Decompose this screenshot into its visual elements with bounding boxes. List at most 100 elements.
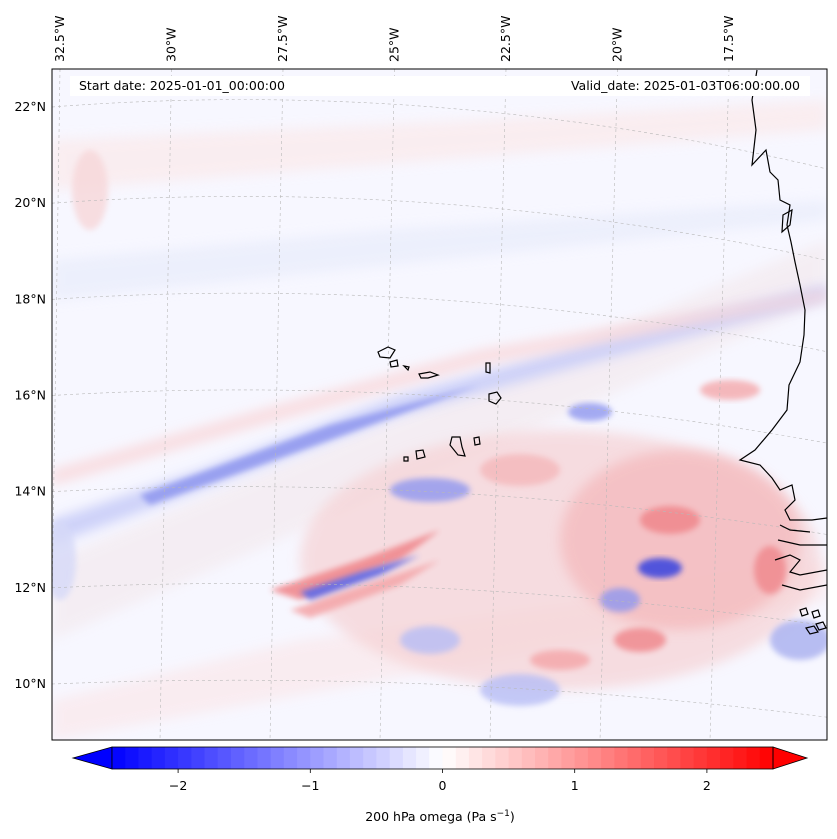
longitude-label: 32.5°W [52,16,67,62]
colorbar-step [693,747,708,769]
colorbar-step [442,747,457,769]
colorbar-step [349,747,364,769]
colorbar-step [244,747,258,769]
latitude-label: 14°N [14,484,46,499]
parallel-line [52,389,827,444]
colorbar-step [720,747,734,769]
colorbar-label: 200 hPa omega (Pa s−1) [365,809,515,824]
colorbar-step [614,747,629,769]
parallel-line [52,679,827,718]
bijagos-4 [815,621,827,631]
africa-coastline [738,69,827,591]
longitude-label: 20°W [610,27,625,62]
colorbar-step [601,747,615,769]
meridian-line [599,69,618,740]
colorbar-step [706,747,721,769]
colorbar: −2 −1 0 1 2 200 hPa omega (Pa s−1) [71,746,809,824]
colorbar-step [548,747,562,769]
coastlines [377,69,827,635]
island-sao-nicolau [418,371,440,379]
colorbar-step [587,747,602,769]
colorbar-step [455,747,470,769]
island-fogo [415,449,426,460]
colorbar-step [151,747,166,769]
colorbar-step [164,747,179,769]
island-sao-vicente [389,359,399,368]
colorbar-step [191,747,206,769]
latitude-label: 18°N [14,291,46,306]
longitude-label: 27.5°W [275,16,290,62]
meridian-line [709,69,730,740]
colorbar-step [416,747,430,769]
longitude-label: 17.5°W [721,16,736,62]
colorbar-extend-low [71,746,113,770]
colorbar-tick-label: −2 [169,778,187,793]
colorbar-step [561,747,576,769]
island-santiago [449,436,466,457]
latitude-label: 10°N [14,676,46,691]
meridian-line [489,69,507,740]
latitude-labels: 22°N 20°N 18°N 16°N 14°N 12°N 10°N [14,99,46,691]
colorbar-step [310,747,325,769]
map-frame [51,68,828,741]
longitude-labels: 32.5°W 30°W 27.5°W 25°W 22.5°W 20°W 17.5°W [52,16,736,62]
colorbar-label-text: 200 hPa omega (Pa s [365,809,496,824]
colorbar-step [640,747,655,769]
bijagos-3 [805,625,819,635]
longitude-label: 25°W [387,27,402,62]
island-maio [473,436,481,446]
map-panel: Start date: 2025-01-01_00:00:00 Valid_da… [14,16,828,741]
colorbar-step [495,747,510,769]
colorbar-ticks: −2 −1 0 1 2 [169,769,711,793]
colorbar-step [733,747,748,769]
colorbar-step [363,747,377,769]
colorbar-step [270,747,285,769]
colorbar-step [257,747,272,769]
latitude-label: 12°N [14,580,46,595]
colorbar-step [178,747,192,769]
colorbar-tick-label: 1 [571,778,579,793]
colorbar-step [654,747,668,769]
island-santa-luzia [402,365,410,372]
colorbar-step [429,747,443,769]
colorbar-step [535,747,549,769]
meridian-line [379,69,395,740]
colorbar-step [746,747,761,769]
colorbar-tick-label: −1 [301,778,319,793]
header-strip [70,76,810,96]
bijagos-1 [799,607,809,617]
colorbar-label-exponent: −1 [497,809,510,819]
bijagos-2 [811,609,821,619]
colorbar-step [680,747,695,769]
latitude-label: 22°N [14,99,46,114]
colorbar-step [323,747,338,769]
island-brava [403,456,409,462]
island-sal [485,362,491,374]
colorbar-tick-label: 2 [703,778,711,793]
colorbar-step [389,747,404,769]
colorbar-step [125,747,139,769]
latitude-label: 16°N [14,388,46,403]
parallel-line [52,196,827,261]
colorbar-steps [112,747,774,769]
island-boa-vista [488,391,502,405]
valid-date-label: Valid_date: 2025-01-03T06:00:00.00 [571,78,800,93]
parallel-line [52,583,827,627]
colorbar-tick-label: 0 [439,778,447,793]
colorbar-step [297,747,311,769]
island-santo-antao [377,346,396,359]
colorbar-step [402,747,417,769]
start-date-label: Start date: 2025-01-01_00:00:00 [79,78,285,93]
colorbar-step [508,747,523,769]
colorbar-step [482,747,496,769]
latitude-label: 20°N [14,195,46,210]
parallel-line [52,99,827,170]
colorbar-step [759,747,774,769]
colorbar-label-close: ) [510,809,515,824]
colorbar-extend-high [772,746,809,770]
colorbar-step [521,747,536,769]
coast-inlet [781,208,793,234]
colorbar-step [667,747,681,769]
colorbar-step [468,747,483,769]
parallel-line [52,486,827,535]
